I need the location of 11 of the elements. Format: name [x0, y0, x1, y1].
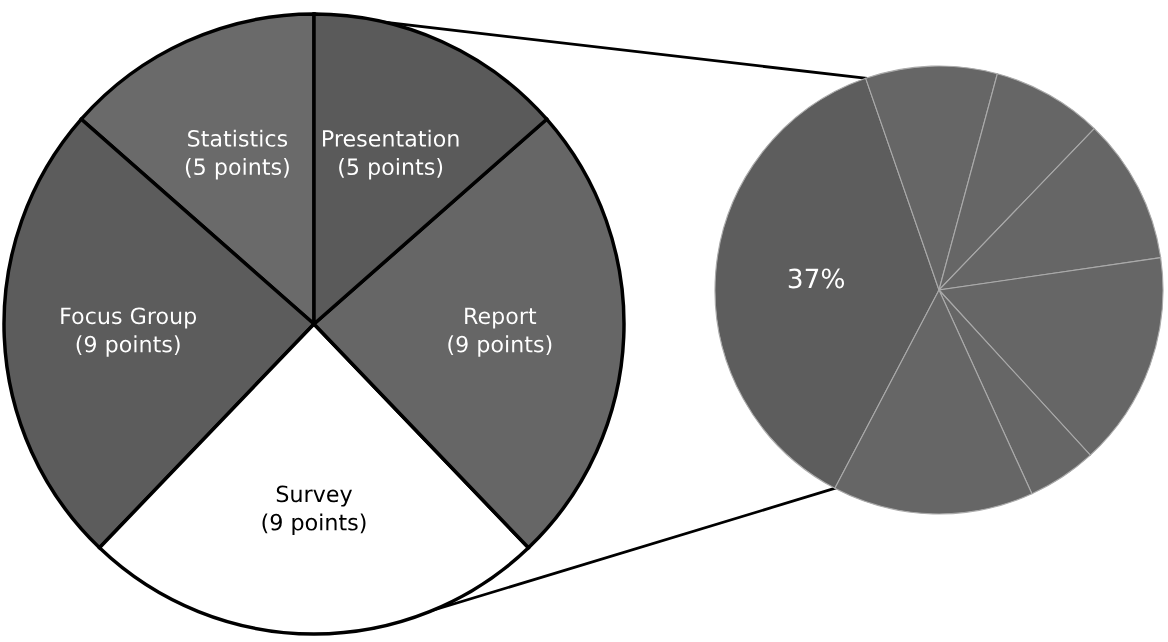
data-label: 37%: [788, 268, 845, 289]
data-label: (9 points): [76, 335, 180, 357]
slice-label: Presentation: [323, 129, 459, 147]
data-label: (9 points): [262, 513, 366, 535]
data-label: (5 points): [185, 157, 289, 180]
data-label: (9 points): [448, 335, 552, 357]
slice-label: Statistics: [188, 129, 288, 147]
data-label: (5 points): [339, 157, 443, 180]
slice-label: Report: [465, 307, 537, 329]
slice-label: Focus Group: [61, 307, 197, 329]
slice-label: Survey: [276, 485, 352, 507]
